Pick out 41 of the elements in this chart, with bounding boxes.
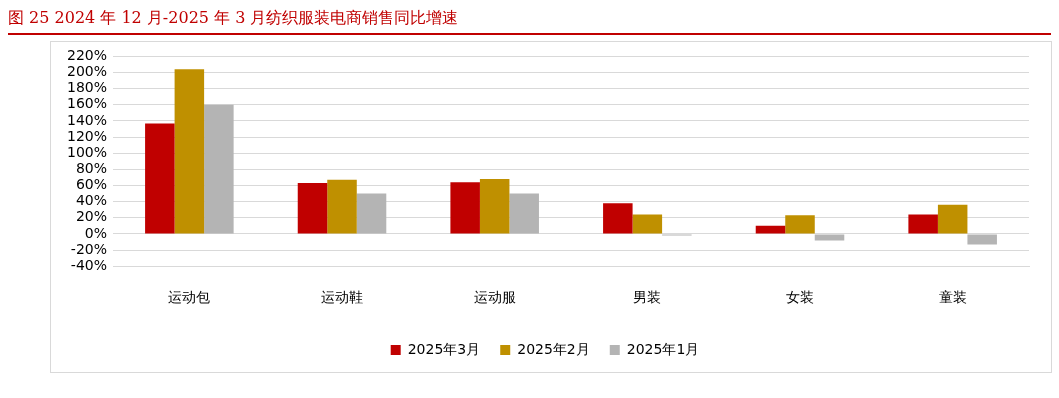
y-tick-label: 40% [75,192,108,209]
bar [937,204,968,234]
bar [297,183,328,234]
bar [145,123,175,234]
bar [632,214,663,234]
bar [814,234,845,241]
y-tick-label: 100% [66,143,108,160]
x-tick-label: 运动包 [168,289,211,306]
x-tick-label: 男装 [633,289,662,306]
bar [356,193,387,234]
y-tick-label: 80% [75,160,108,177]
y-tick-label: 0% [84,224,108,241]
bar [908,214,938,234]
x-tick-label: 女装 [786,289,815,306]
x-tick-label: 运动服 [473,289,516,306]
legend-label: 2025年2月 [517,340,590,357]
bar [967,234,997,245]
bar [204,104,234,234]
y-tick-label: 60% [75,176,108,193]
bar [785,215,815,234]
bar [603,203,633,234]
x-tick-label: 运动鞋 [321,289,364,306]
legend-label: 2025年1月 [626,340,700,357]
chart-title: 图 25 2024 年 12 月-2025 年 3 月纺织服装电商销售同比增速 [8,8,1051,35]
y-tick-label: 20% [75,208,108,225]
x-tick-label: 童装 [938,289,967,306]
bar [327,179,357,234]
bar [450,182,480,234]
y-tick-label: 220% [66,47,108,64]
y-tick-label: -40% [70,256,108,273]
bar [479,179,510,234]
legend-label: 2025年3月 [407,340,481,357]
y-tick-label: 180% [66,79,108,96]
y-tick-label: 160% [66,95,108,112]
y-tick-label: 200% [66,63,108,80]
bar [755,225,786,234]
bar [174,69,205,234]
y-tick-label: 140% [66,111,108,128]
y-tick-label: -20% [70,240,108,257]
bar [509,193,539,234]
y-tick-label: 120% [66,127,108,144]
